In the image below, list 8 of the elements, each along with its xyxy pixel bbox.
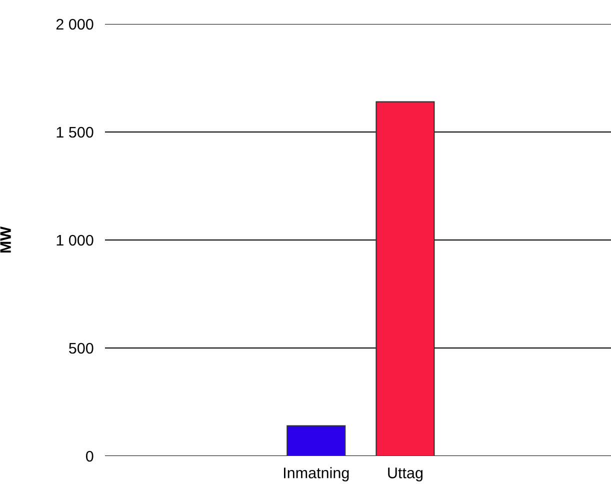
y-tick-label: 1 000 xyxy=(56,234,94,246)
y-tick-label: 2 000 xyxy=(56,18,94,30)
y-tick-label: 0 xyxy=(86,450,94,462)
x-tick-label: Uttag xyxy=(388,468,422,482)
y-tick-label: 1 500 xyxy=(56,126,94,138)
y-tick-label: 500 xyxy=(69,342,94,354)
x-tick-label: Inmatning xyxy=(284,467,349,482)
y-axis-title: MW xyxy=(0,226,11,253)
